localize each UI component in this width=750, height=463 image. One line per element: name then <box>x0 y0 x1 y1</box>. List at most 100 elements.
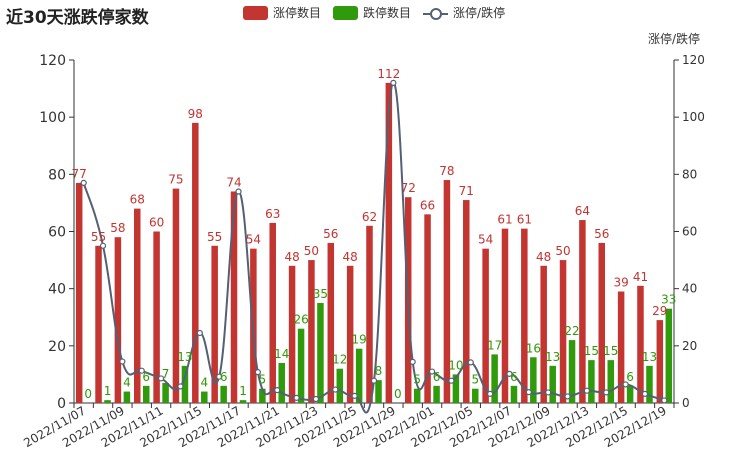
bar-up <box>308 260 315 403</box>
legend-item-ratio[interactable]: 涨停/跌停 <box>423 4 505 21</box>
bar-down-label: 13 <box>642 350 657 364</box>
legend-label-up: 涨停数目 <box>273 6 322 20</box>
y-tick-label-left: 120 <box>39 53 66 69</box>
bar-up-label: 50 <box>555 244 570 258</box>
bar-down-label: 6 <box>142 370 150 384</box>
ratio-point <box>661 397 668 404</box>
bar-down <box>530 357 537 403</box>
bar-up-label: 75 <box>168 173 183 187</box>
legend-swatch-up <box>243 5 268 20</box>
bar-up-label: 41 <box>633 270 648 284</box>
bar-down <box>646 365 653 403</box>
ratio-point <box>80 179 87 187</box>
ratio-point <box>119 358 126 365</box>
bar-up <box>211 245 218 403</box>
y-tick-label-left: 80 <box>48 167 66 183</box>
bar-down-label: 6 <box>510 370 518 384</box>
ratio-point <box>525 389 532 396</box>
bar-down <box>549 365 556 403</box>
y-tick-label-right: 20 <box>682 339 697 353</box>
bar-up-label: 48 <box>343 250 358 264</box>
bar-up-label: 61 <box>497 213 512 227</box>
ratio-point <box>428 368 436 375</box>
bar-down-label: 15 <box>603 344 618 358</box>
bar-down <box>568 340 576 403</box>
ratio-point <box>603 389 610 396</box>
bar-up <box>346 265 354 403</box>
legend-swatch-ratio <box>423 6 449 20</box>
bar-down <box>588 360 595 403</box>
bar-up-label: 48 <box>284 250 299 264</box>
bar-up-label: 66 <box>420 198 435 212</box>
ratio-line <box>82 81 665 414</box>
ratio-point <box>583 387 591 394</box>
chart-title: 近30天涨跌停家数 <box>6 8 149 28</box>
bar-down <box>162 382 169 403</box>
ratio-point <box>390 79 397 86</box>
bar-down-label: 14 <box>274 347 289 361</box>
bar-up-label: 77 <box>72 167 87 181</box>
bar-up-label: 50 <box>304 244 319 258</box>
bar-up-label: 63 <box>265 207 280 221</box>
legend-item-down[interactable]: 跌停数目 <box>333 4 411 21</box>
ratio-point <box>99 242 107 249</box>
bar-down-label: 6 <box>626 370 634 384</box>
bar-up <box>656 320 664 403</box>
legend: 涨停数目 跌停数目 涨停/跌停 <box>243 4 517 21</box>
bar-down-label: 1 <box>104 384 112 398</box>
bar-down <box>413 388 421 403</box>
ratio-point <box>216 373 223 380</box>
bar-up <box>559 260 567 403</box>
bar-down <box>278 362 285 403</box>
bar-down-label: 13 <box>545 350 560 364</box>
bar-up-label: 55 <box>91 230 106 244</box>
bar-down-label: 17 <box>487 338 502 352</box>
bar-up-label: 54 <box>478 233 493 247</box>
bar-up <box>501 228 509 403</box>
bar-down <box>433 385 440 403</box>
ratio-point <box>467 359 474 366</box>
bar-down <box>123 391 131 403</box>
bar-down <box>472 388 479 403</box>
bar-up-label: 78 <box>439 164 454 178</box>
right-axis-name: 涨停/跌停 <box>648 32 701 46</box>
bar-up-label: 112 <box>377 67 400 81</box>
bar-down <box>259 388 266 403</box>
bar-up <box>133 208 141 403</box>
legend-swatch-down <box>333 5 359 20</box>
ratio-point <box>177 383 184 390</box>
ratio-point <box>312 395 320 403</box>
legend-item-up[interactable]: 涨停数目 <box>243 4 321 21</box>
bar-up <box>114 237 122 403</box>
bar-down-label: 8 <box>375 364 383 378</box>
bar-up-label: 54 <box>246 233 261 247</box>
bar-down <box>297 328 305 403</box>
bar-down-label: 10 <box>448 358 463 372</box>
ratio-point <box>545 389 552 396</box>
bar-down-label: 5 <box>413 373 421 387</box>
y-tick-label-left: 40 <box>48 282 66 298</box>
bar-up <box>463 200 470 403</box>
bar-down <box>336 368 344 403</box>
bar-down <box>452 374 460 403</box>
bar-up-label: 56 <box>323 227 338 241</box>
bar-up-label: 64 <box>575 204 590 218</box>
bar-up <box>269 222 276 403</box>
bar-down-label: 12 <box>332 353 347 367</box>
bar-up-label: 56 <box>594 227 609 241</box>
bar-up-label: 68 <box>130 193 145 207</box>
y-tick-label-left: 60 <box>48 225 66 241</box>
ratio-point <box>409 358 416 365</box>
bar-up-label: 98 <box>188 107 203 121</box>
bar-up-label: 71 <box>459 184 474 198</box>
bar-down-label: 6 <box>433 370 441 384</box>
bar-up-label: 60 <box>149 216 164 230</box>
bar-up <box>482 248 489 403</box>
bar-up <box>443 180 451 403</box>
bar-up <box>192 122 199 403</box>
bar-up-label: 61 <box>517 213 532 227</box>
bar-down <box>201 391 208 403</box>
bar-down-label: 22 <box>564 324 579 338</box>
y-tick-label-left: 100 <box>39 110 66 126</box>
